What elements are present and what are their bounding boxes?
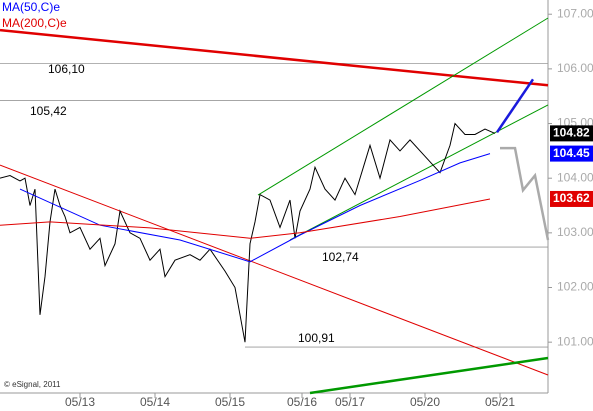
level-label: 100,91	[298, 331, 335, 345]
last-value-label: 104.45	[553, 146, 590, 160]
series-line	[0, 122, 496, 343]
last-value-badge	[550, 145, 593, 162]
trend-line	[495, 78, 535, 134]
y-tick-label: 106.00	[557, 61, 593, 75]
trend-line	[289, 104, 549, 241]
y-tick-label: 103.00	[557, 225, 593, 239]
x-tick-label: 05/16	[287, 395, 317, 409]
x-tick-label: 05/21	[485, 395, 515, 409]
trend-line	[0, 28, 549, 87]
last-value-label: 104.82	[553, 126, 590, 140]
y-tick-label: 102.00	[557, 280, 593, 294]
y-tick-label: 104.00	[557, 170, 593, 184]
series-line	[19, 153, 491, 263]
last-value-badge	[550, 125, 593, 142]
level-label: 106,10	[48, 62, 85, 76]
series-line	[0, 198, 491, 239]
level-label: 105,42	[30, 104, 67, 118]
y-tick-label: 101.00	[557, 334, 593, 348]
trend-line	[0, 164, 549, 376]
copyright: © eSignal, 2011	[4, 380, 61, 389]
x-tick-label: 05/14	[140, 395, 170, 409]
trend-line	[309, 356, 549, 395]
y-tick-label: 107.00	[557, 6, 593, 20]
trend-line	[257, 17, 549, 196]
legend-entry: MA(50,C)e	[2, 0, 60, 14]
trend-line	[500, 146, 550, 241]
x-tick-label: 05/13	[65, 395, 95, 409]
legend-entry: MA(200,C)e	[2, 16, 67, 30]
last-value-label: 103.62	[553, 191, 590, 205]
plot	[0, 17, 550, 395]
last-value-badge	[550, 190, 593, 207]
x-tick-label: 05/15	[215, 395, 245, 409]
x-tick-label: 05/17	[335, 395, 365, 409]
level-label: 102,74	[322, 250, 359, 264]
x-tick-label: 05/20	[410, 395, 440, 409]
